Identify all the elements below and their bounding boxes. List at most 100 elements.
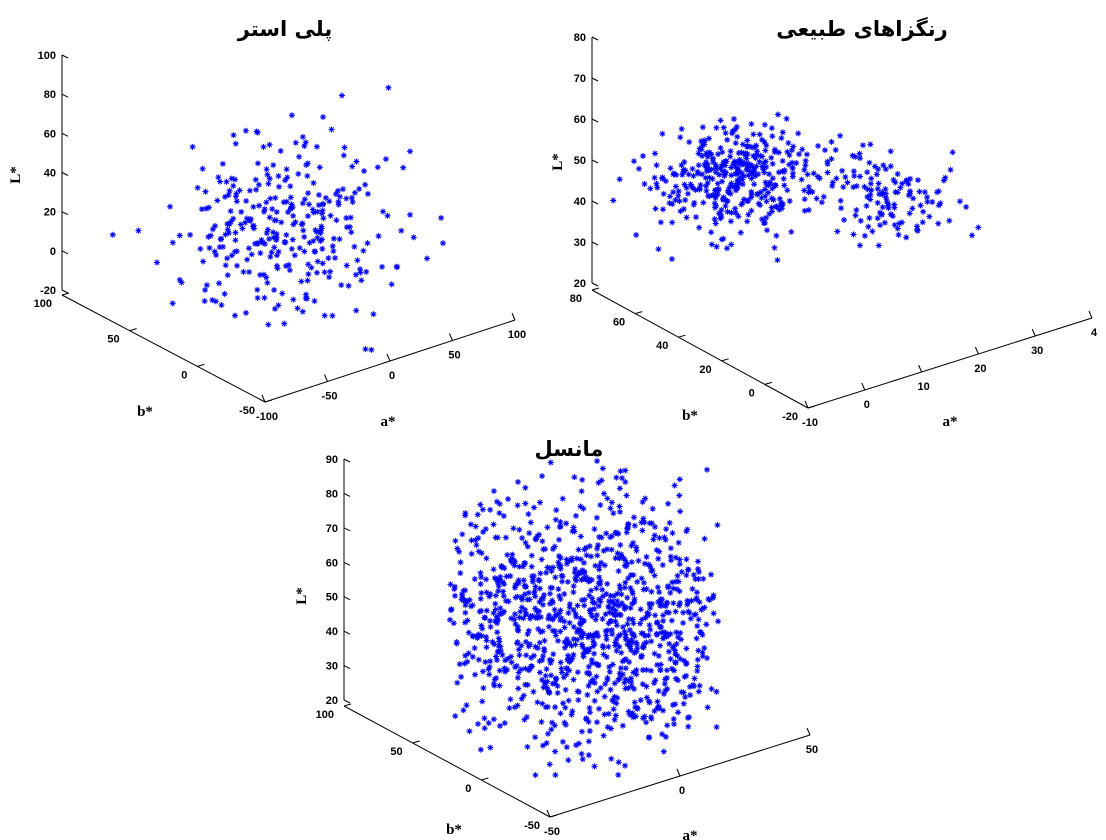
a-tick-mark bbox=[1031, 328, 1036, 337]
scatter-point bbox=[561, 624, 568, 631]
scatter-point bbox=[207, 232, 214, 239]
scatter-point bbox=[818, 199, 825, 206]
scatter-point bbox=[552, 748, 559, 755]
scatter-point bbox=[681, 181, 688, 188]
z-tick-mark bbox=[61, 54, 69, 59]
scatter-point bbox=[703, 621, 710, 628]
scatter-point bbox=[676, 588, 683, 595]
scatter-point bbox=[299, 308, 306, 315]
scatter-point bbox=[320, 215, 327, 222]
scatter-point bbox=[597, 684, 604, 691]
scatter-point bbox=[732, 140, 739, 147]
scatter-point bbox=[622, 762, 629, 769]
scatter-point bbox=[667, 589, 674, 596]
scatter-point bbox=[657, 602, 664, 609]
scatter-point bbox=[548, 726, 555, 733]
z-tick-mark bbox=[61, 211, 69, 216]
scatter-point bbox=[805, 189, 812, 196]
scatter-point bbox=[718, 178, 725, 185]
scatter-point bbox=[275, 248, 282, 255]
scatter-point bbox=[279, 290, 286, 297]
scatter-point bbox=[549, 615, 556, 622]
scatter-point bbox=[591, 763, 598, 770]
scatter-point bbox=[308, 264, 315, 271]
scatter-point bbox=[545, 730, 552, 737]
scatter-point bbox=[460, 587, 467, 594]
scatter-point bbox=[697, 181, 704, 188]
scatter-point bbox=[677, 508, 684, 515]
scatter-point bbox=[920, 208, 927, 215]
scatter-point bbox=[600, 732, 607, 739]
scatter-point bbox=[580, 617, 587, 624]
scatter-point bbox=[243, 197, 250, 204]
scatter-point bbox=[570, 524, 577, 531]
scatter-point bbox=[563, 520, 570, 527]
scatter-point bbox=[832, 146, 839, 153]
scatter-point bbox=[780, 175, 787, 182]
scatter-point bbox=[562, 721, 569, 728]
scatter-point bbox=[570, 623, 577, 630]
scatter-point bbox=[674, 677, 681, 684]
scatter-point bbox=[754, 191, 761, 198]
scatter-point bbox=[475, 656, 482, 663]
scatter-point bbox=[570, 607, 577, 614]
scatter-point bbox=[548, 672, 555, 679]
a-tick-label: 30 bbox=[1031, 345, 1043, 357]
scatter-point bbox=[757, 152, 764, 159]
scatter-point bbox=[625, 684, 632, 691]
scatter-point bbox=[591, 679, 598, 686]
scatter-point bbox=[712, 161, 719, 168]
scatter-point bbox=[929, 199, 936, 206]
scatter-point bbox=[651, 174, 658, 181]
scatter-point bbox=[497, 643, 504, 650]
scatter-point bbox=[459, 594, 466, 601]
scatter-point bbox=[275, 173, 282, 180]
scatter-point bbox=[768, 204, 775, 211]
b-tick-mark bbox=[343, 703, 352, 707]
scatter-point bbox=[887, 148, 894, 155]
scatter-point bbox=[614, 550, 621, 557]
scatter-point bbox=[651, 572, 658, 579]
scatter-point bbox=[478, 574, 485, 581]
scatter-point bbox=[863, 202, 870, 209]
a-tick-label: -100 bbox=[256, 411, 278, 423]
scatter-point bbox=[542, 672, 549, 679]
scatter-point bbox=[597, 598, 604, 605]
scatter-point bbox=[660, 617, 667, 624]
scatter-point bbox=[683, 528, 690, 535]
z-tick-label: 80 bbox=[326, 488, 338, 500]
scatter-point bbox=[659, 175, 666, 182]
scatter-point bbox=[748, 191, 755, 198]
scatter-point bbox=[541, 637, 548, 644]
scatter-point bbox=[232, 193, 239, 200]
scatter-point bbox=[712, 187, 719, 194]
scatter-point bbox=[598, 534, 605, 541]
scatter-point bbox=[260, 271, 267, 278]
scatter-point bbox=[522, 500, 529, 507]
scatter-point bbox=[290, 212, 297, 219]
scatter-point bbox=[921, 189, 928, 196]
scatter-point bbox=[571, 569, 578, 576]
scatter-point bbox=[548, 657, 555, 664]
scatter-point bbox=[604, 627, 611, 634]
b-tick-label: 40 bbox=[656, 340, 668, 352]
a-tick-label: 0 bbox=[864, 399, 870, 411]
scatter-point bbox=[588, 576, 595, 583]
scatter-point bbox=[561, 639, 568, 646]
scatter-point bbox=[518, 642, 525, 649]
scatter-point bbox=[666, 200, 673, 207]
scatter-point bbox=[232, 229, 239, 236]
scatter-point bbox=[639, 527, 646, 534]
scatter-point bbox=[861, 232, 868, 239]
scatter-point bbox=[566, 619, 573, 626]
scatter-point bbox=[575, 697, 582, 704]
scatter-point bbox=[665, 609, 672, 616]
scatter-point bbox=[743, 166, 750, 173]
scatter-point bbox=[781, 167, 788, 174]
scatter-point bbox=[581, 602, 588, 609]
scatter-point bbox=[656, 589, 663, 596]
scatter-point bbox=[178, 279, 185, 286]
scatter-point bbox=[619, 475, 626, 482]
scatter-point bbox=[222, 193, 229, 200]
scatter-point bbox=[672, 196, 679, 203]
